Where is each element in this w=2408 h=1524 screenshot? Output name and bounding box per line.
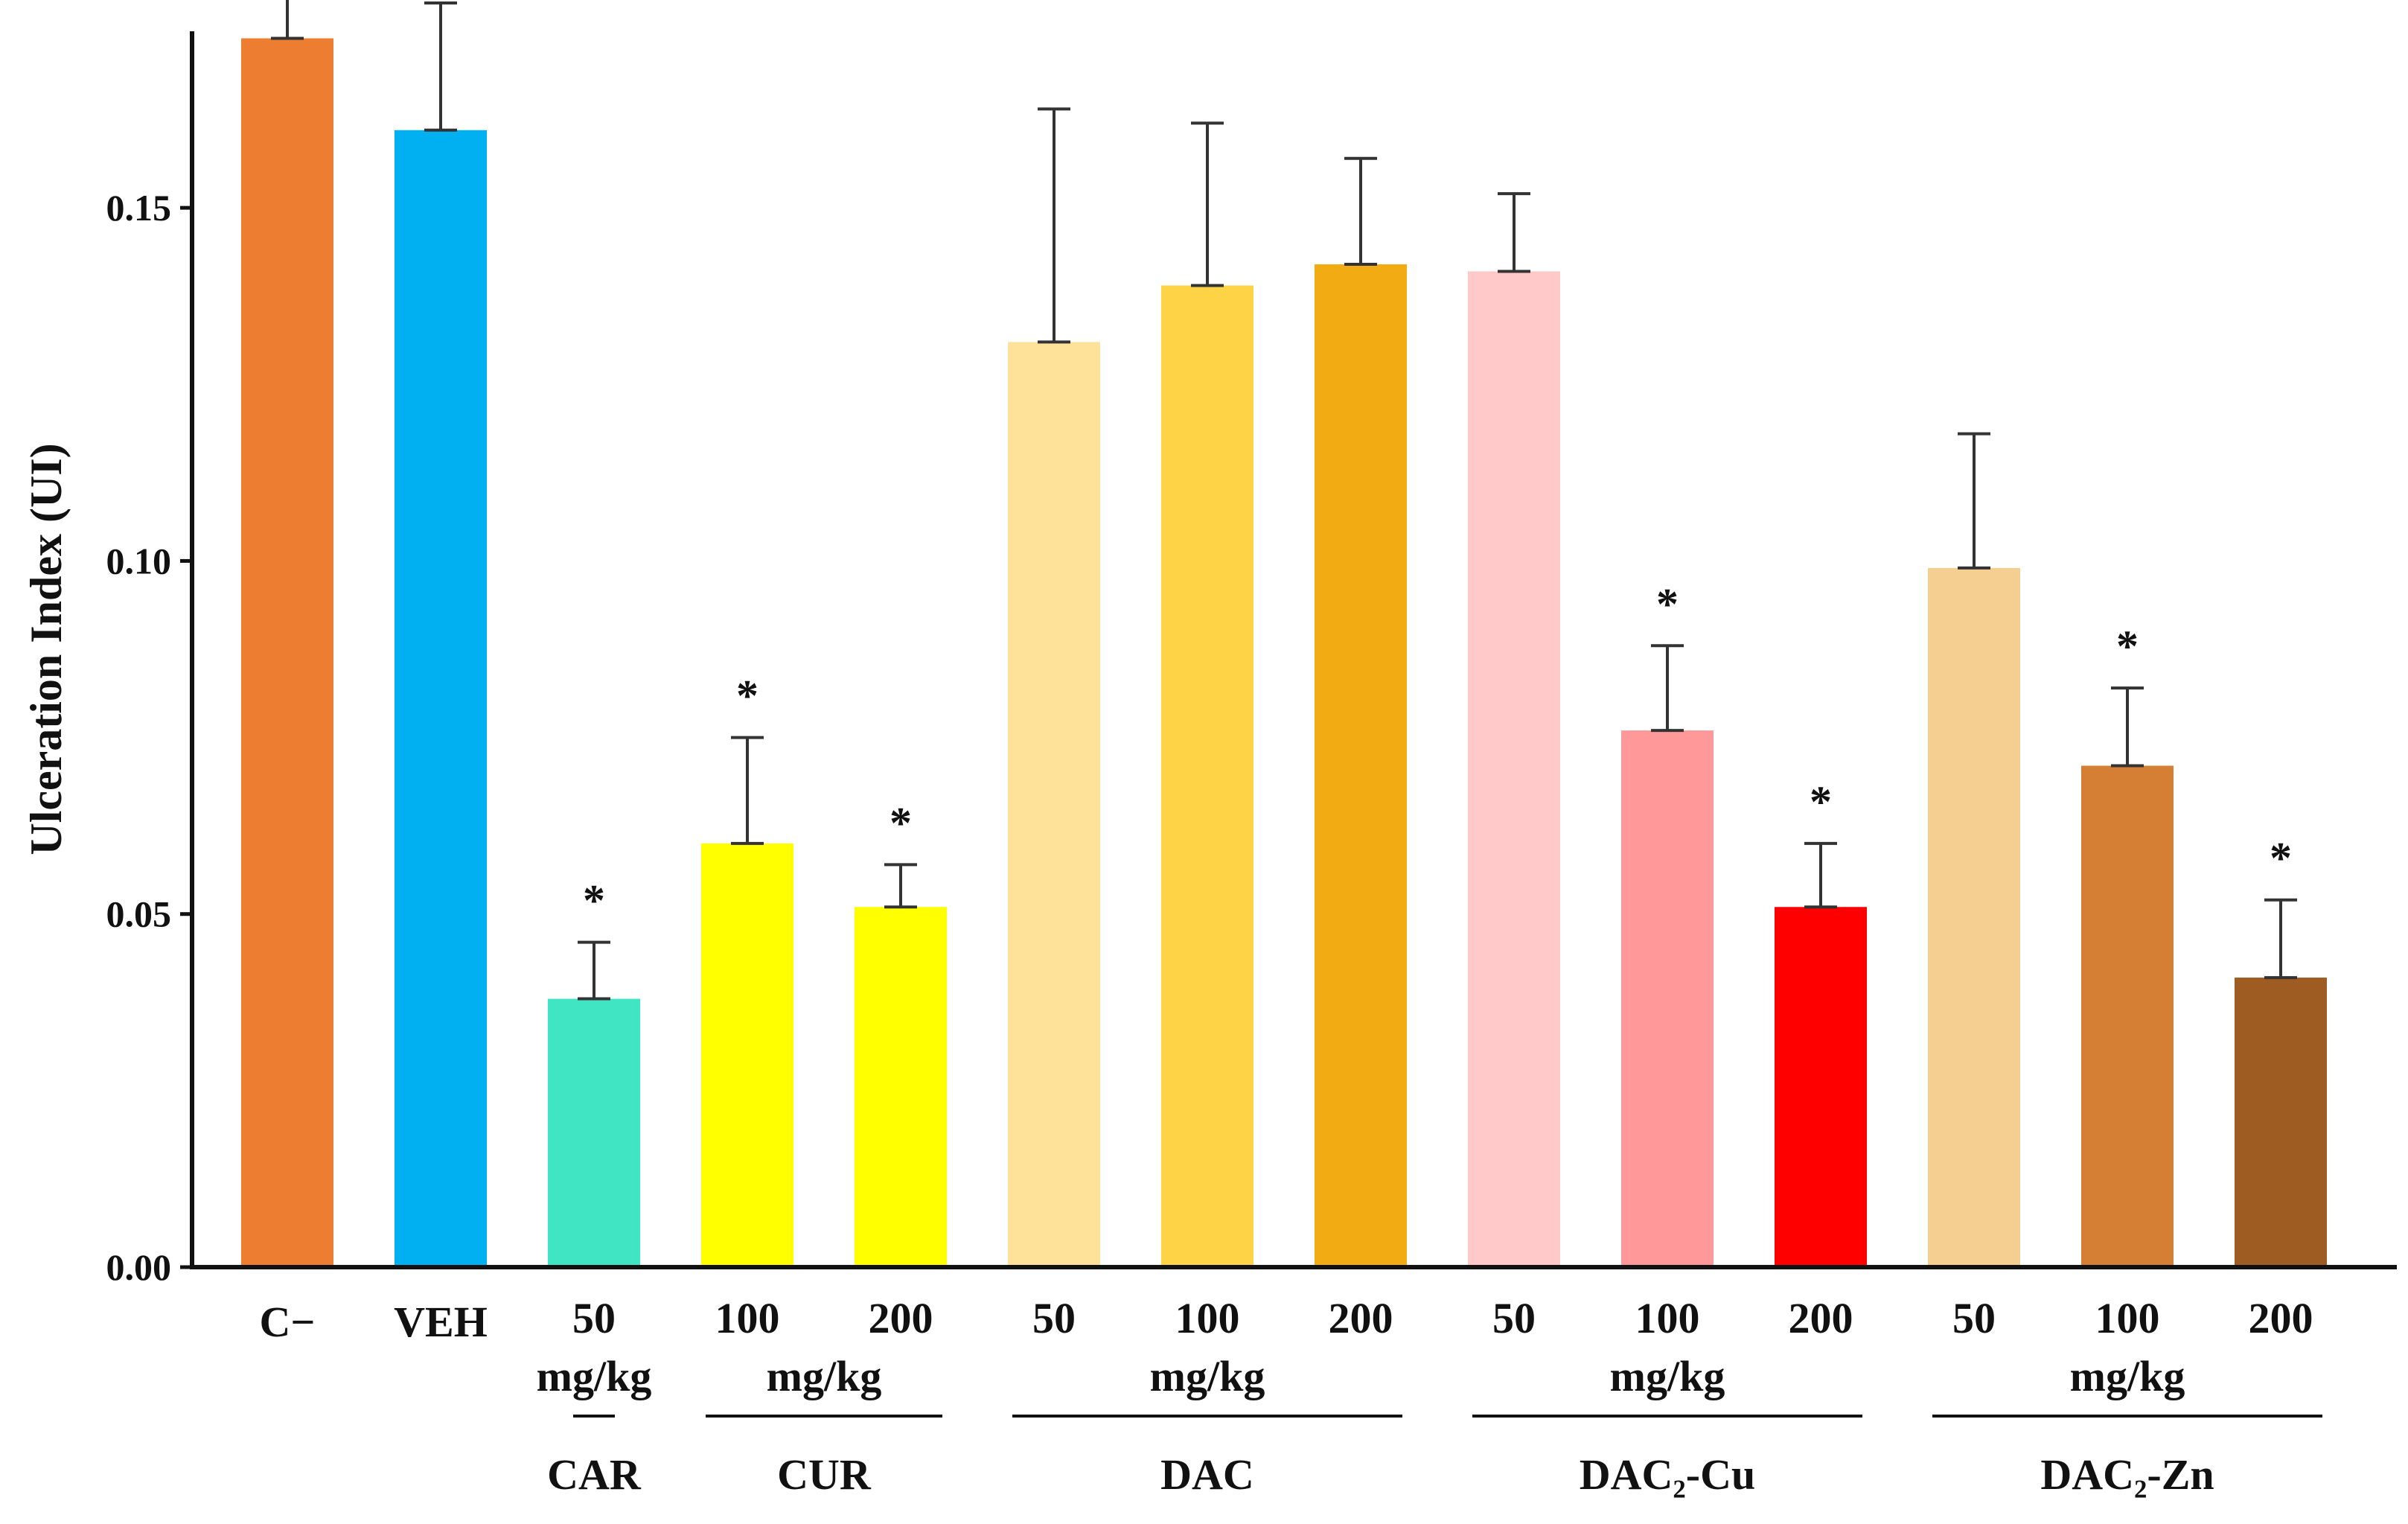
error-bar [1958, 432, 1990, 570]
error-bar [884, 863, 917, 909]
significance-marker: * [1656, 579, 1679, 628]
category-label: 50 [1032, 1294, 1076, 1342]
group-label: DAC₂-Zn [2040, 1450, 2214, 1499]
bar [855, 907, 947, 1267]
bar [241, 38, 333, 1267]
category-label: 50 [1492, 1294, 1536, 1342]
significance-marker: * [2116, 622, 2139, 671]
y-tick-label: 0.00 [106, 1246, 172, 1288]
bar [395, 130, 487, 1267]
bar [1161, 285, 1253, 1267]
error-bar [271, 0, 304, 40]
error-bar [2264, 898, 2297, 980]
category-label: 200 [2249, 1294, 2313, 1342]
bar [2081, 765, 2174, 1267]
significance-marker: * [736, 672, 759, 721]
category-label: 50 [1952, 1294, 1996, 1342]
bar [2235, 978, 2327, 1267]
bar [701, 843, 793, 1267]
error-bar [1651, 644, 1684, 733]
bar [548, 998, 640, 1267]
bar [1008, 342, 1100, 1267]
category-label: 200 [869, 1294, 933, 1342]
group-label: DAC [1160, 1450, 1254, 1499]
error-bar [1804, 841, 1837, 909]
group-label: CAR [547, 1450, 642, 1499]
dose-unit-label: mg/kg [537, 1352, 652, 1400]
category-labels-layer: C− VEH 50 100 200 50 100 200 50 100 200 50 100 200 [260, 1294, 2313, 1346]
significance-marker: * [1810, 777, 1832, 826]
dose-unit-label: mg/kg [767, 1352, 882, 1400]
category-label: 200 [1329, 1294, 1393, 1342]
dose-unit-label: mg/kg [2070, 1352, 2185, 1400]
group-label: DAC₂-Cu [1580, 1450, 1756, 1499]
error-bar [578, 940, 610, 1001]
bar [1621, 730, 1714, 1267]
bars-layer [241, 38, 2327, 1267]
category-label: 100 [1635, 1294, 1700, 1342]
bar [1315, 264, 1407, 1267]
y-tick-label: 0.10 [106, 540, 172, 581]
dose-unit-label: mg/kg [1150, 1352, 1265, 1400]
category-label: 100 [1175, 1294, 1240, 1342]
significance-marker: * [2270, 834, 2292, 883]
bar [1775, 907, 1867, 1267]
error-bar [1038, 107, 1070, 344]
category-label: 50 [572, 1294, 616, 1342]
y-tick-label: 0.15 [106, 187, 172, 229]
significance-marker: * [890, 798, 912, 847]
error-bar [731, 736, 764, 845]
y-ticks-layer: 0.00 0.05 0.10 0.15 [106, 187, 192, 1288]
error-bar [424, 1, 457, 132]
error-bar [2111, 686, 2144, 768]
bar [1928, 567, 2020, 1267]
group-labels-layer: mg/kg CAR mg/kg CUR mg/kg DAC mg/kg DAC₂-Cu mg/k… [537, 1352, 2322, 1499]
error-bar [1191, 121, 1224, 287]
category-label: 200 [1789, 1294, 1853, 1342]
category-label: 100 [2095, 1294, 2160, 1342]
y-axis-title: Ulceration Index (UI) [22, 443, 71, 855]
error-bars-layer: * * * * * * * [271, 0, 2297, 1001]
significance-marker: * [583, 876, 605, 925]
y-tick-label: 0.05 [106, 893, 172, 935]
category-label: VEH [394, 1298, 488, 1346]
category-label: 100 [715, 1294, 780, 1342]
error-bar [1498, 192, 1530, 273]
bar [1468, 271, 1560, 1267]
category-label: C− [260, 1298, 316, 1346]
dose-unit-label: mg/kg [1610, 1352, 1725, 1400]
error-bar [1344, 156, 1377, 267]
group-label: CUR [777, 1450, 872, 1499]
